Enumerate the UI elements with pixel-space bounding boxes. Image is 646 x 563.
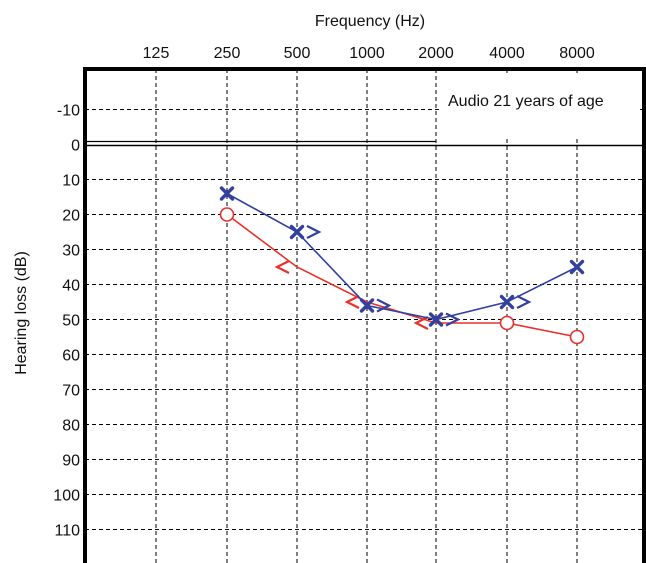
x-tick-label: 2000 xyxy=(418,45,454,62)
blue-series xyxy=(219,186,585,327)
x-tick-labels: 125 250 500 1000 2000 4000 8000 xyxy=(143,45,595,62)
series-layer xyxy=(219,186,585,345)
y-tick-label: -10 xyxy=(57,103,80,120)
x-marker xyxy=(359,298,375,313)
x-marker xyxy=(219,186,235,201)
x-axis-title: Frequency (Hz) xyxy=(315,13,425,30)
plot-frame xyxy=(83,67,646,563)
circle-marker xyxy=(499,315,515,331)
bone-right-marker xyxy=(306,225,322,239)
x-tick-label: 4000 xyxy=(489,45,525,62)
y-tick-label: 0 xyxy=(71,138,80,155)
grid xyxy=(85,69,644,563)
bone-left-marker xyxy=(274,260,290,274)
x-tick-label: 250 xyxy=(214,45,241,62)
circle-marker xyxy=(219,207,235,222)
y-tick-labels: -10 0 10 20 30 40 50 60 70 80 90 100 110 xyxy=(53,103,80,540)
x-marker xyxy=(569,259,585,275)
circle-marker xyxy=(569,329,585,345)
y-tick-label: 40 xyxy=(62,278,80,295)
y-tick-label: 10 xyxy=(62,173,80,190)
y-tick-label: 50 xyxy=(62,313,80,330)
y-tick-label: 90 xyxy=(62,453,80,470)
x-tick-label: 125 xyxy=(143,45,170,62)
x-tick-label: 1000 xyxy=(349,45,385,62)
series-line xyxy=(226,213,578,338)
red-series xyxy=(219,207,585,345)
bone-left-marker xyxy=(413,316,429,330)
bone-left-marker xyxy=(344,295,360,309)
annotation-text: Audio 21 years of age xyxy=(448,93,604,110)
bone-right-marker xyxy=(376,298,392,313)
y-tick-label: 80 xyxy=(62,418,80,435)
x-marker xyxy=(428,312,444,327)
y-axis-title: Hearing loss (dB) xyxy=(13,251,30,375)
y-tick-label: 110 xyxy=(54,523,80,540)
x-tick-label: 500 xyxy=(284,45,311,62)
x-tick-label: 8000 xyxy=(559,45,595,62)
bone-right-marker xyxy=(445,312,461,327)
y-tick-label: 60 xyxy=(62,348,80,365)
x-marker xyxy=(499,294,515,310)
annotation-box xyxy=(440,74,640,136)
x-marker xyxy=(289,224,305,240)
bone-right-marker xyxy=(516,295,532,309)
y-tick-label: 20 xyxy=(62,208,80,225)
y-tick-label: 30 xyxy=(62,243,80,260)
y-tick-label: 70 xyxy=(62,383,80,400)
y-tick-label: 100 xyxy=(53,488,80,505)
